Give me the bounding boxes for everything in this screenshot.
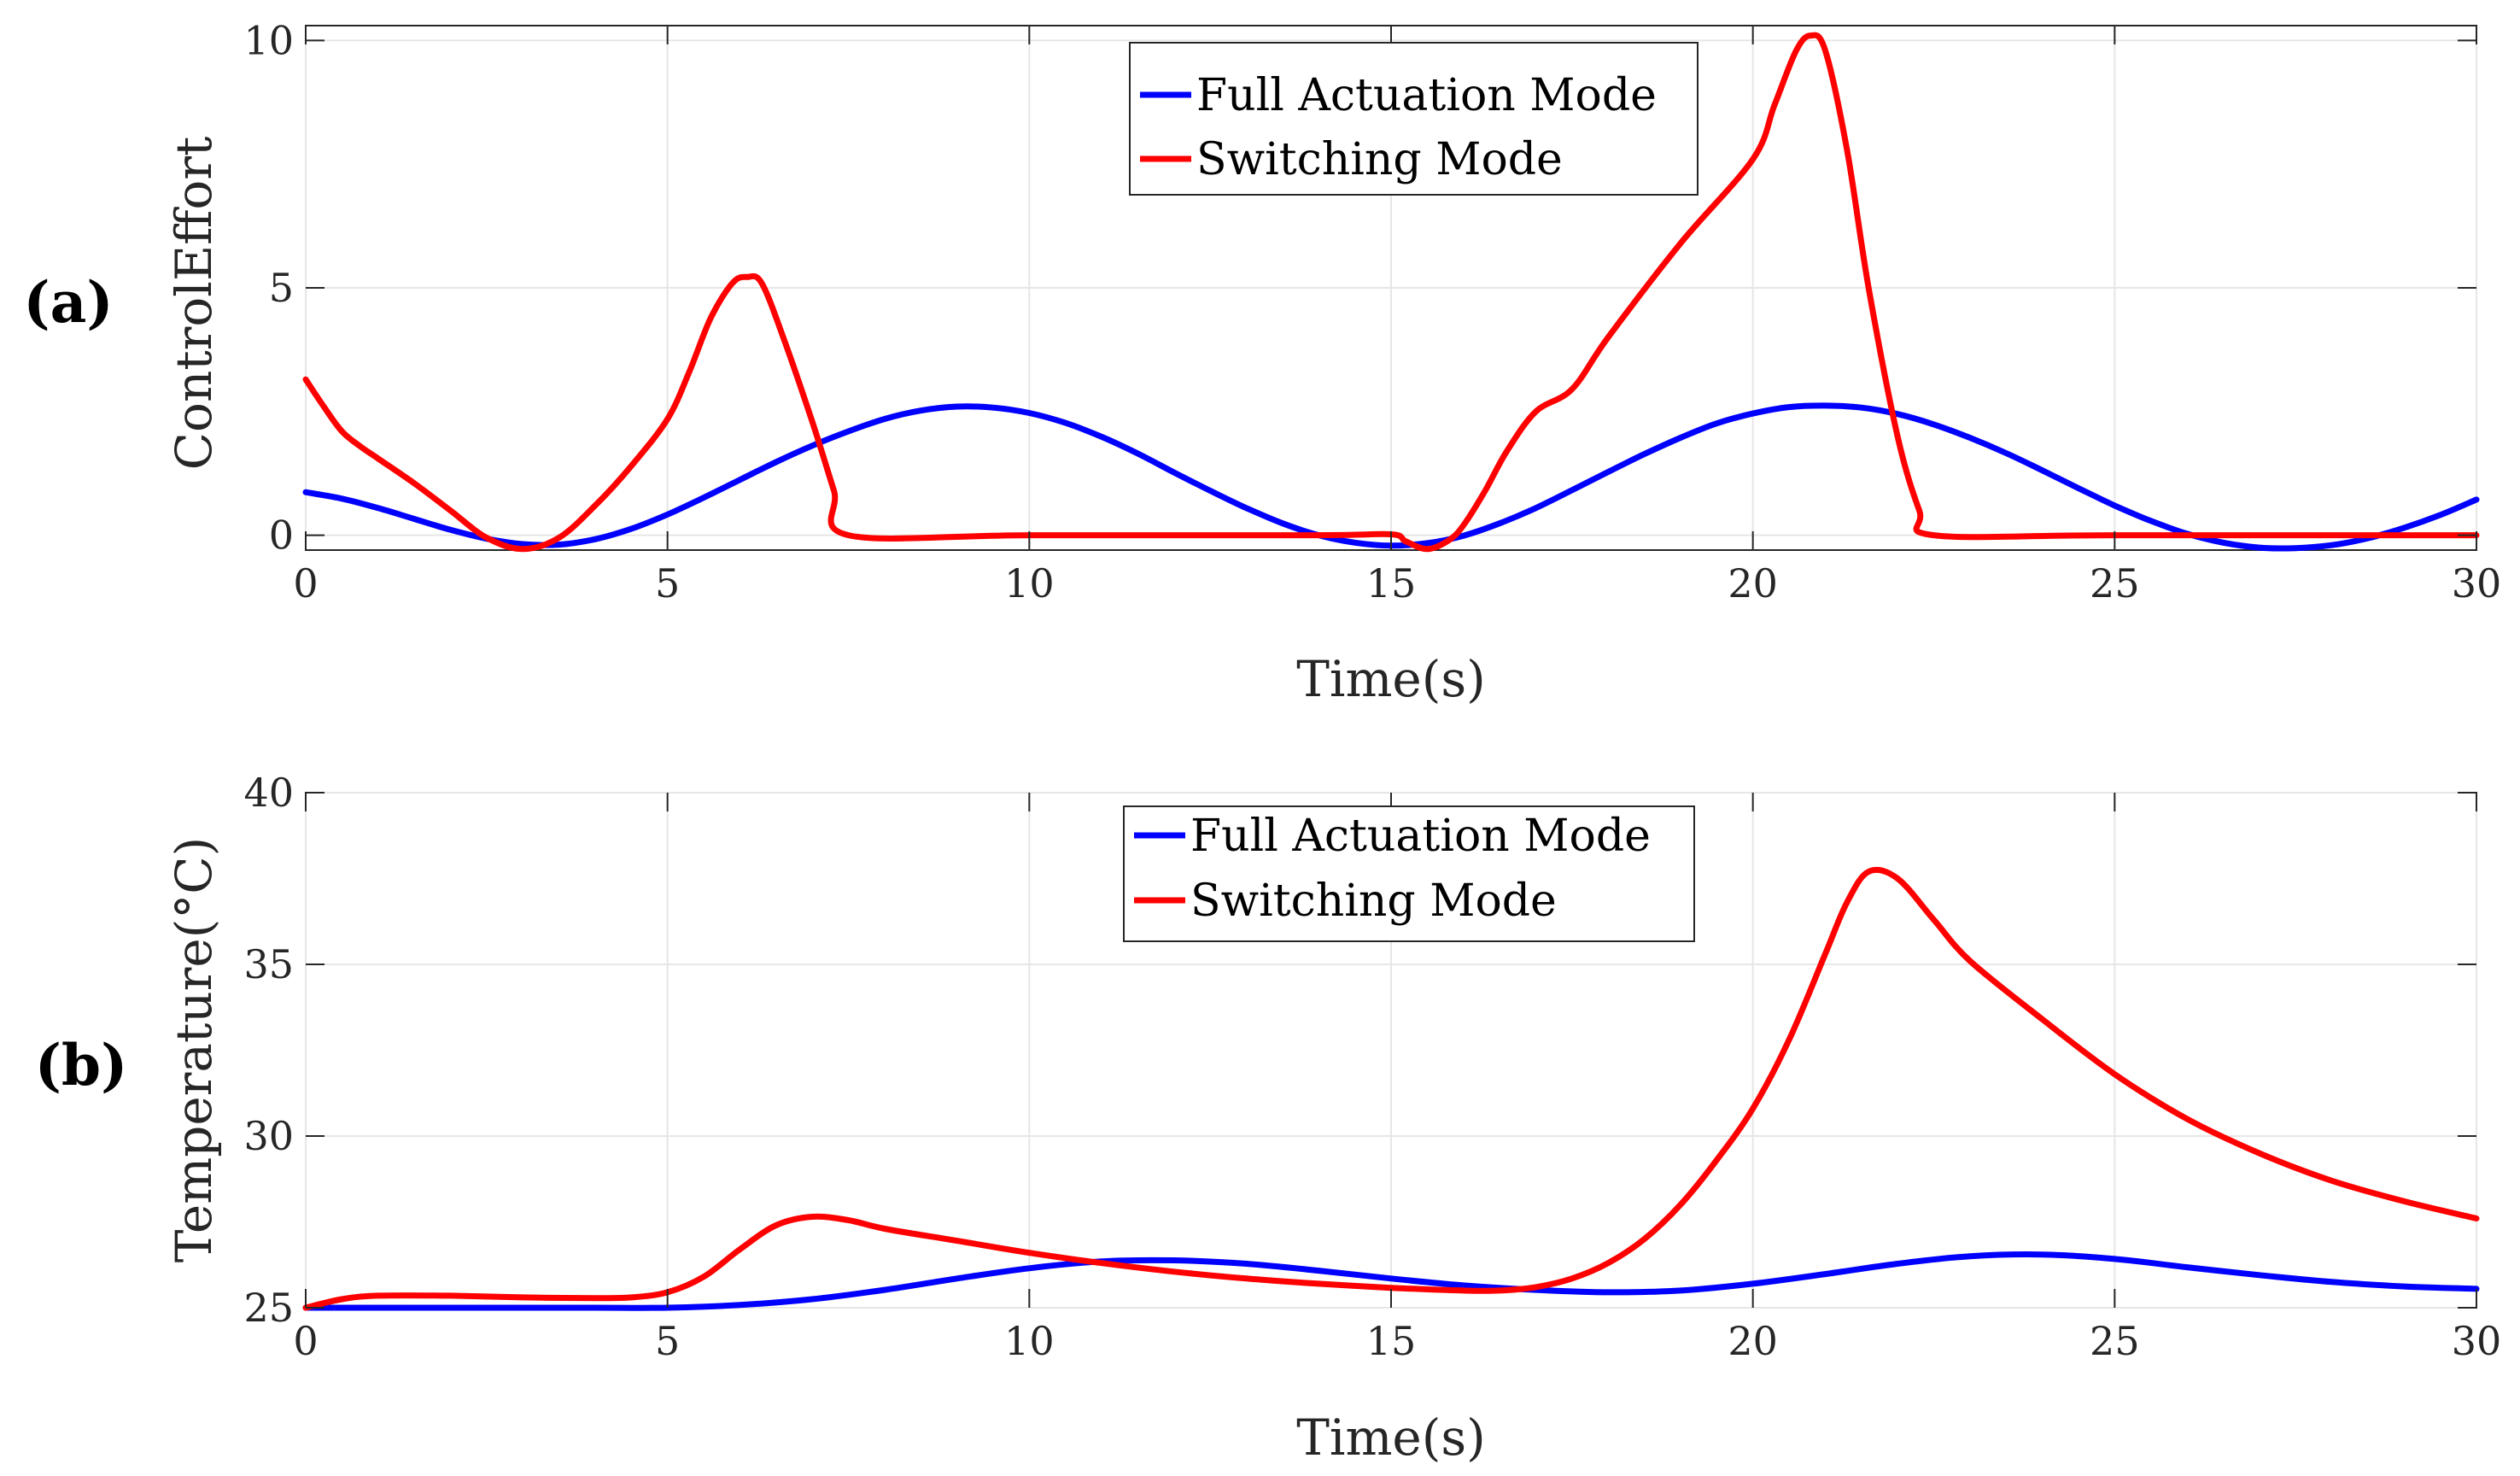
x-tick-label: 30 — [2452, 560, 2502, 606]
legend-label-full-actuation: Full Actuation Mode — [1196, 70, 1657, 121]
x-tick-label: 5 — [655, 560, 680, 606]
y-axis-label: ControlEffort — [165, 137, 223, 471]
panel-label-a: (a) — [23, 269, 113, 336]
legend-label-switching: Switching Mode — [1190, 876, 1557, 927]
legend-box — [1129, 42, 1699, 196]
y-tick-label: 35 — [243, 941, 294, 987]
y-tick-label: 30 — [243, 1113, 294, 1159]
legend-box — [1123, 805, 1695, 942]
x-tick-label: 25 — [2090, 560, 2140, 606]
legend-label-full-actuation: Full Actuation Mode — [1190, 811, 1651, 862]
x-tick-label: 5 — [655, 1318, 680, 1364]
panel-a-control-effort: 0 5 10 15 20 25 30 0 5 10 Time(s) ControlEffort (… — [23, 17, 2501, 708]
legend: Full Actuation Mode Switching Mode — [1129, 42, 1699, 196]
panel-b-temperature: 0 5 10 15 20 25 30 25 30 35 40 Time(s) Temperature… — [35, 770, 2502, 1467]
panel-label-b: (b) — [35, 1032, 128, 1098]
x-tick-label: 10 — [1004, 560, 1055, 606]
y-tick-label: 10 — [243, 17, 294, 63]
x-tick-label: 15 — [1366, 560, 1417, 606]
x-tick-label: 20 — [1728, 560, 1778, 606]
x-axis-label: Time(s) — [1296, 1409, 1486, 1467]
x-tick-label: 25 — [2090, 1318, 2140, 1364]
x-axis-label: Time(s) — [1296, 650, 1486, 708]
y-tick-label: 25 — [243, 1285, 294, 1331]
legend-label-switching: Switching Mode — [1196, 134, 1563, 185]
series-line-switching-mode — [302, 866, 2480, 1311]
legend: Full Actuation Mode Switching Mode — [1123, 805, 1695, 942]
y-tick-label: 0 — [269, 512, 294, 559]
x-tick-label: 30 — [2452, 1318, 2502, 1364]
x-tick-label: 10 — [1004, 1318, 1055, 1364]
x-tick-label: 20 — [1728, 1318, 1778, 1364]
y-axis-label: Temperature(°C) — [165, 837, 223, 1263]
x-tick-label: 0 — [293, 560, 318, 606]
x-tick-label: 0 — [293, 1318, 318, 1364]
x-tick-label: 15 — [1366, 1318, 1417, 1364]
y-tick-label: 5 — [269, 265, 294, 311]
axis-ticks: 0 5 10 15 20 25 30 0 5 10 — [243, 17, 2501, 606]
axis-ticks: 0 5 10 15 20 25 30 25 30 35 40 — [243, 770, 2501, 1364]
y-tick-label: 40 — [243, 770, 294, 816]
